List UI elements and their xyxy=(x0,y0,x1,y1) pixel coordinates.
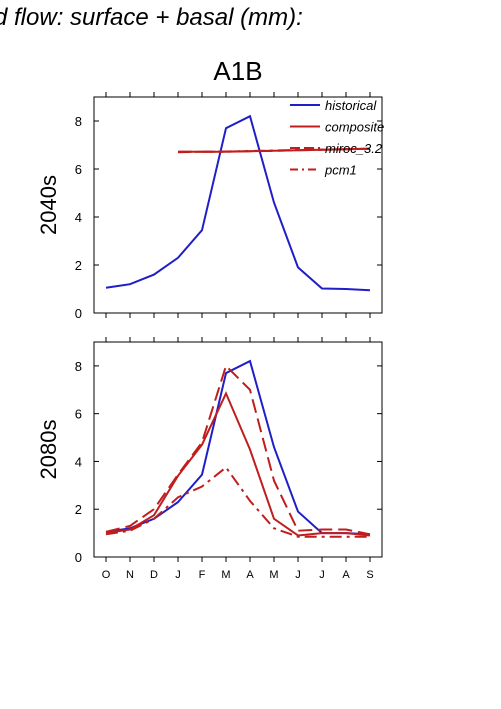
y-tick-label: 2 xyxy=(75,258,82,273)
y-tick-label: 8 xyxy=(75,114,82,129)
page-title: d flow: surface + basal (mm): xyxy=(0,4,303,31)
series-line-historical xyxy=(105,359,371,536)
plot-frame xyxy=(93,341,383,558)
y-tick-label: 2 xyxy=(75,502,82,517)
x-tick-label: M xyxy=(221,569,230,581)
x-tick-label: J xyxy=(319,569,325,581)
legend-label: composite xyxy=(325,120,384,135)
x-tick-label: A xyxy=(246,569,254,581)
y-tick-label: 6 xyxy=(75,162,82,177)
series-line-pcm1 xyxy=(177,147,371,154)
series-line-miroc-3-2 xyxy=(105,364,371,536)
y-tick-label: 6 xyxy=(75,407,82,422)
x-tick-label: S xyxy=(366,569,373,581)
y-axis-label: 2080s xyxy=(36,420,61,480)
scenario-label: A1B xyxy=(213,56,263,86)
legend-label: pcm1 xyxy=(324,163,357,178)
x-tick-label: D xyxy=(150,569,158,581)
legend-label: historical xyxy=(325,98,377,113)
series-line-historical xyxy=(105,114,371,292)
series-line-pcm1 xyxy=(105,465,370,538)
y-tick-label: 0 xyxy=(75,306,82,321)
x-tick-label: M xyxy=(269,569,278,581)
x-tick-label: J xyxy=(175,569,181,581)
y-tick-label: 0 xyxy=(75,550,82,565)
y-axis-label: 2040s xyxy=(36,175,61,235)
x-tick-label: N xyxy=(126,569,134,581)
x-tick-label: A xyxy=(342,569,350,581)
x-tick-label: F xyxy=(199,569,206,581)
y-tick-label: 8 xyxy=(75,359,82,374)
series-line-composite xyxy=(105,390,371,537)
y-tick-label: 4 xyxy=(75,454,82,469)
plot-frame xyxy=(93,96,383,314)
x-tick-label: J xyxy=(295,569,301,581)
x-tick-label: O xyxy=(102,569,111,581)
legend-label: miroc_3.2 xyxy=(325,141,383,156)
y-tick-label: 4 xyxy=(75,210,82,225)
